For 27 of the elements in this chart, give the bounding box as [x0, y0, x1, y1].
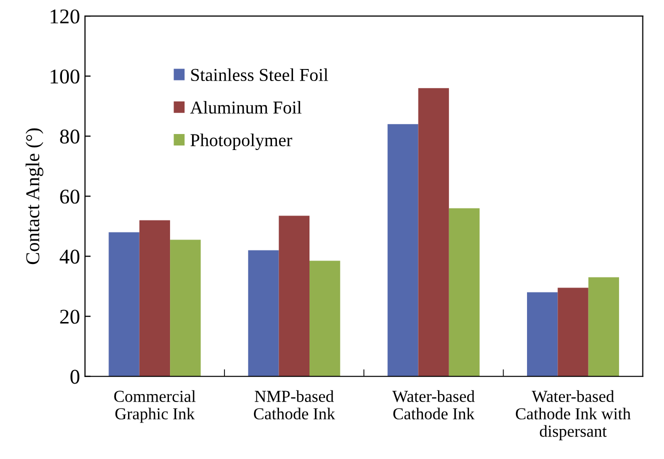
bar	[108, 232, 140, 376]
y-tick-label: 100	[50, 69, 80, 84]
y-tick-label: 40	[60, 250, 80, 264]
bar	[588, 277, 620, 376]
legend-label: Aluminum Foil	[190, 100, 302, 114]
legend-label: Stainless Steel Foil	[191, 68, 328, 82]
y-tick-label: 60	[60, 190, 80, 204]
legend-label: Photopolymer	[190, 134, 292, 150]
bar	[309, 260, 340, 376]
x-tick-label: Water-based Cathode Ink	[392, 390, 475, 420]
bar	[278, 216, 310, 376]
y-tick-label: 20	[60, 310, 80, 324]
bar	[139, 220, 170, 376]
x-tick-label: Water-based Cathode Ink with dispersant	[516, 390, 631, 440]
bar	[527, 292, 558, 376]
y-tick-label: 120	[50, 9, 80, 24]
bar	[558, 288, 588, 376]
y-tick-label: 0	[70, 370, 80, 384]
bar	[448, 208, 480, 376]
bar	[388, 124, 418, 376]
y-tick-label: 80	[60, 130, 80, 144]
bar	[418, 88, 449, 376]
y-axis-title: Contact Angle (°)	[26, 128, 44, 264]
x-tick-label: NMP-based Cathode Ink	[254, 390, 336, 420]
x-tick-label: Commercial Graphic Ink	[114, 390, 196, 423]
bar	[248, 250, 279, 376]
bar	[170, 240, 201, 376]
